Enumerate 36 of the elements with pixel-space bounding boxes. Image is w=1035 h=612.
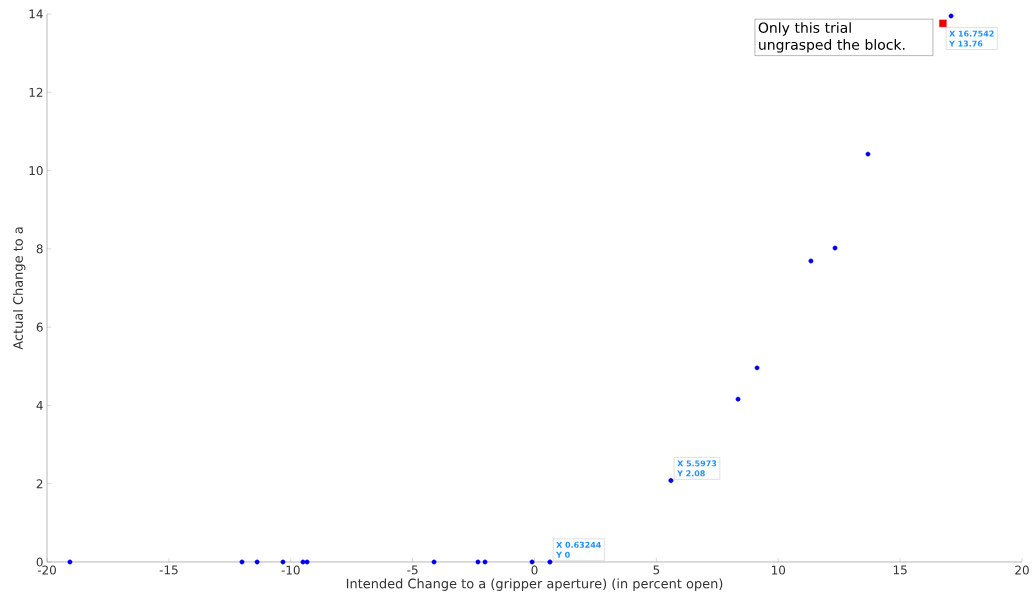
point [865, 151, 871, 157]
y-tick-label: 4 [36, 401, 43, 410]
point [475, 559, 481, 565]
point [431, 559, 437, 565]
point [300, 559, 306, 565]
y-tick-label: 0 [36, 557, 43, 567]
y-tick-label: 8 [36, 244, 43, 254]
y-tick-label: 2 [36, 479, 43, 489]
x-tick-label: -10 [281, 565, 300, 575]
point [754, 365, 760, 371]
x-tick-label: 15 [893, 565, 907, 575]
x-tick-label: 20 [1015, 565, 1029, 575]
y-tick-label: 10 [29, 166, 43, 176]
point [254, 559, 260, 565]
x-tick-label: -5 [407, 565, 418, 575]
x-tick-label: -15 [159, 565, 178, 575]
y-tick-label: 6 [36, 322, 43, 332]
y-tick-label: 14 [29, 9, 43, 19]
point [529, 559, 535, 565]
x-tick-label: 5 [653, 565, 660, 575]
point [482, 559, 488, 565]
y-axis-title: Actual Change to a [12, 227, 26, 350]
x-tick-label: 0 [531, 565, 538, 575]
point [808, 258, 814, 264]
annotation: Only this trial ungrasped the block. [758, 22, 905, 53]
point [304, 559, 310, 565]
x-axis-title: Intended Change to a (gripper aperture) (in percent open) [346, 578, 723, 591]
point [280, 559, 286, 565]
point [239, 559, 245, 565]
x-tick-label: 10 [771, 565, 786, 575]
point [948, 13, 954, 19]
point [67, 559, 73, 565]
point [735, 396, 741, 402]
x-tick-label: -20 [37, 565, 56, 575]
y-tick-label: 12 [29, 87, 43, 97]
point [832, 245, 838, 251]
